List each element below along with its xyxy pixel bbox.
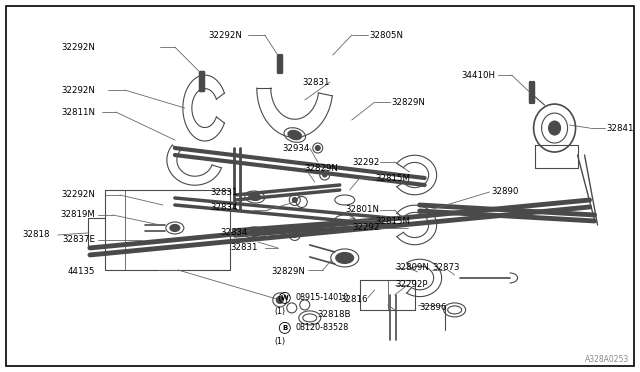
Circle shape xyxy=(323,173,327,177)
Text: 44135: 44135 xyxy=(67,267,95,276)
Text: B: B xyxy=(282,325,287,331)
Text: 32818B: 32818B xyxy=(317,310,351,320)
Text: 32816: 32816 xyxy=(340,295,368,304)
Text: 32831: 32831 xyxy=(230,243,258,253)
Text: 32811N: 32811N xyxy=(61,108,95,116)
Text: 32818: 32818 xyxy=(22,231,50,240)
Text: 08120-83528: 08120-83528 xyxy=(296,323,349,333)
Text: 32831: 32831 xyxy=(302,78,330,87)
Text: 08915-14010: 08915-14010 xyxy=(296,294,349,302)
Text: 32809N: 32809N xyxy=(396,263,429,272)
Text: 32890: 32890 xyxy=(492,187,519,196)
Text: 32292N: 32292N xyxy=(61,190,95,199)
Text: 32829N: 32829N xyxy=(392,97,426,106)
Ellipse shape xyxy=(548,121,561,135)
Text: (1): (1) xyxy=(274,307,285,317)
Text: 32819M: 32819M xyxy=(60,211,95,219)
Ellipse shape xyxy=(288,130,301,140)
Text: 32292P: 32292P xyxy=(396,280,428,289)
Text: 32801N: 32801N xyxy=(346,205,380,215)
Text: 32834: 32834 xyxy=(211,203,238,212)
Text: 32815M: 32815M xyxy=(376,173,411,183)
Text: 32873: 32873 xyxy=(433,263,460,272)
Text: 32829N: 32829N xyxy=(305,164,339,173)
Text: 32837E: 32837E xyxy=(62,235,95,244)
Circle shape xyxy=(292,198,297,202)
Text: A328A0253: A328A0253 xyxy=(585,355,630,364)
Ellipse shape xyxy=(336,253,354,263)
Text: 34410H: 34410H xyxy=(461,71,495,80)
Text: 32292: 32292 xyxy=(353,224,380,232)
Text: 32831: 32831 xyxy=(211,189,238,198)
Circle shape xyxy=(276,296,284,304)
Text: W: W xyxy=(281,295,289,301)
Text: 32896: 32896 xyxy=(420,304,447,312)
Text: 32292N: 32292N xyxy=(61,86,95,94)
Text: (1): (1) xyxy=(274,337,285,346)
Text: 32805N: 32805N xyxy=(370,31,404,39)
Text: 32815M: 32815M xyxy=(376,218,411,227)
Text: 32292N: 32292N xyxy=(208,31,242,39)
Text: 32934: 32934 xyxy=(282,144,310,153)
Circle shape xyxy=(316,145,320,151)
Text: 32834: 32834 xyxy=(220,228,248,237)
Text: 32841: 32841 xyxy=(607,124,634,132)
Text: 32829N: 32829N xyxy=(271,267,305,276)
Ellipse shape xyxy=(249,193,260,201)
Text: 32292N: 32292N xyxy=(61,43,95,52)
Circle shape xyxy=(292,232,297,237)
Ellipse shape xyxy=(249,230,261,237)
Text: 32292: 32292 xyxy=(353,157,380,167)
Ellipse shape xyxy=(170,224,180,231)
